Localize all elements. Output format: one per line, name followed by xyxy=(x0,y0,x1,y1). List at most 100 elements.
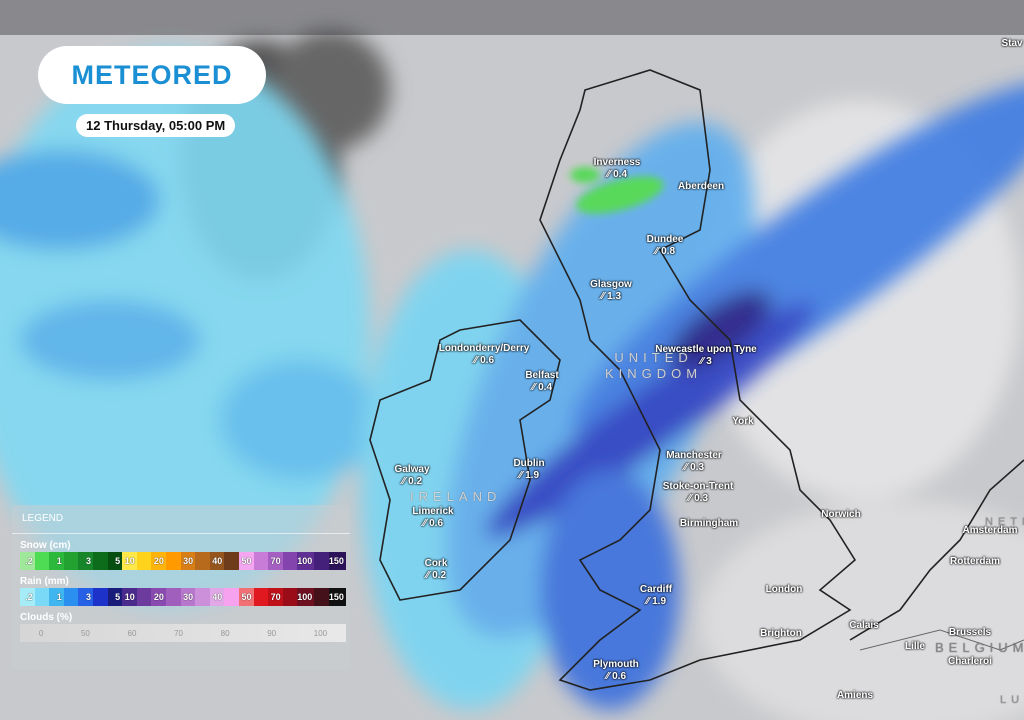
rain-scale-step: 150 xyxy=(328,588,346,606)
country-label-uk: UNITED KINGDOM xyxy=(605,350,703,381)
rain-scale-step xyxy=(34,588,50,606)
rain-drops-icon: ⁄⁄ xyxy=(683,462,691,473)
city-label: Norwich xyxy=(821,509,860,521)
city-name: York xyxy=(732,416,754,427)
rain-scale-step: 40 xyxy=(209,588,225,606)
city-label: York xyxy=(732,416,754,428)
snow-scale: .2 1 3 5 10 20 30 40 50 70 100 150 xyxy=(20,552,346,570)
city-label: Newcastle upon Tyne ⁄⁄ 3 xyxy=(655,344,757,368)
city-label: Glasgow ⁄⁄ 1.3 xyxy=(590,279,632,303)
rain-amount: ⁄⁄ 0.2 xyxy=(425,570,447,581)
rain-scale-step xyxy=(92,588,108,606)
snow-scale-step xyxy=(314,552,329,570)
city-name: Newcastle upon Tyne xyxy=(655,344,757,355)
rain-amount: ⁄⁄ 3 xyxy=(700,356,712,367)
city-label: Dundee ⁄⁄ 0.8 xyxy=(647,234,684,258)
clouds-scale-step: 0 xyxy=(38,628,44,638)
rain-drops-icon: ⁄⁄ xyxy=(422,518,430,529)
snow-scale-step: 70 xyxy=(268,552,283,570)
rain-drops-icon: ⁄⁄ xyxy=(645,596,653,607)
coastlines xyxy=(369,69,1024,691)
rain-amount: ⁄⁄ 1.3 xyxy=(600,291,622,302)
snow-scale-label: Snow (cm) xyxy=(20,540,71,551)
city-label: Belfast ⁄⁄ 0.4 xyxy=(525,370,558,394)
rain-drops-icon: ⁄⁄ xyxy=(425,570,433,581)
city-name: Cardiff xyxy=(639,584,673,595)
city-name: Cork xyxy=(424,558,448,569)
clouds-scale-step: 100 xyxy=(313,628,328,638)
rain-scale-step xyxy=(63,588,79,606)
snow-area xyxy=(570,167,664,214)
snow-scale-step xyxy=(224,552,239,570)
legend-title: LEGEND xyxy=(12,505,350,534)
rain-scale-step xyxy=(314,588,329,606)
rain-scale: .2 1 3 5 10 20 30 40 50 70 100 150 xyxy=(20,588,346,606)
meteored-logo[interactable]: METEORED xyxy=(38,46,266,104)
clouds-scale-step: 60 xyxy=(127,628,137,638)
city-label: Rotterdam xyxy=(950,556,1000,568)
rain-scale-step xyxy=(195,588,210,606)
rain-scale-step xyxy=(136,588,152,606)
snow-scale-step xyxy=(34,552,50,570)
clouds-scale-step: 50 xyxy=(80,628,90,638)
city-label: Lille xyxy=(905,641,925,653)
snow-scale-step: 3 xyxy=(78,552,93,570)
snow-scale-step: 30 xyxy=(180,552,196,570)
city-name: Brussels xyxy=(948,627,992,638)
rain-scale-step: 70 xyxy=(268,588,283,606)
rain-drops-icon: ⁄⁄ xyxy=(473,355,481,366)
city-label: Aberdeen xyxy=(678,181,724,193)
snow-scale-step xyxy=(195,552,210,570)
rain-scale-step: 3 xyxy=(78,588,93,606)
rain-drops-icon: ⁄⁄ xyxy=(606,169,614,180)
snow-scale-step xyxy=(253,552,269,570)
rain-amount: ⁄⁄ 1.9 xyxy=(645,596,667,607)
city-name: Manchester xyxy=(666,450,722,461)
rain-amount: ⁄⁄ 1.9 xyxy=(518,470,540,481)
city-name: Amiens xyxy=(836,690,874,701)
clouds-scale-step: 90 xyxy=(267,628,277,638)
rain-drops-icon: ⁄⁄ xyxy=(654,246,662,257)
legend-panel: LEGEND Snow (cm) .2 1 3 5 10 20 30 40 50 70 100 150… xyxy=(12,505,350,670)
city-name: Inverness xyxy=(593,157,641,168)
city-label: Stoke-on-Trent ⁄⁄ 0.3 xyxy=(663,481,734,505)
top-band xyxy=(0,0,1024,35)
city-name: Londonderry/Derry xyxy=(438,343,530,354)
city-name: Glasgow xyxy=(590,279,632,290)
snow-scale-step xyxy=(282,552,298,570)
snow-scale-step xyxy=(92,552,108,570)
city-label: Brussels xyxy=(949,627,991,639)
rain-amount: ⁄⁄ 0.6 xyxy=(422,518,444,529)
clouds-scale-step: 70 xyxy=(174,628,183,638)
snow-scale-step: 40 xyxy=(209,552,225,570)
rain-scale-step: 20 xyxy=(151,588,166,606)
city-name: Belfast xyxy=(525,370,559,381)
snow-scale-step: 20 xyxy=(151,552,166,570)
rain-drops-icon: ⁄⁄ xyxy=(531,382,539,393)
country-label-luxembourg: LUX xyxy=(1000,694,1024,706)
snow-scale-step: 10 xyxy=(122,552,137,570)
clouds-scale-step: 80 xyxy=(220,628,230,638)
country-label-ireland: IRELAND xyxy=(410,489,502,504)
city-label: Galway ⁄⁄ 0.2 xyxy=(394,464,429,488)
rain-scale-step xyxy=(165,588,181,606)
city-name: Amsterdam xyxy=(962,525,1018,536)
snow-scale-step xyxy=(165,552,181,570)
rain-amount: ⁄⁄ 0.4 xyxy=(531,382,553,393)
city-label: Amsterdam xyxy=(962,525,1017,537)
city-label: Stav xyxy=(1001,38,1022,50)
clouds-scale-label: Clouds (%) xyxy=(20,612,73,623)
city-name: Lille xyxy=(904,641,926,652)
rain-amount: ⁄⁄ 0.3 xyxy=(687,493,709,504)
rain-amount: ⁄⁄ 0.6 xyxy=(473,355,495,366)
city-name: Aberdeen xyxy=(677,181,725,192)
city-label: Dublin ⁄⁄ 1.9 xyxy=(513,458,544,482)
snow-scale-step: 150 xyxy=(328,552,346,570)
city-name: Galway xyxy=(394,464,430,475)
city-name: Brighton xyxy=(760,628,802,639)
city-name: Plymouth xyxy=(593,659,639,670)
city-label: Amiens xyxy=(837,690,873,702)
city-name: Stav xyxy=(1001,38,1023,49)
city-name: Calais xyxy=(849,620,879,631)
